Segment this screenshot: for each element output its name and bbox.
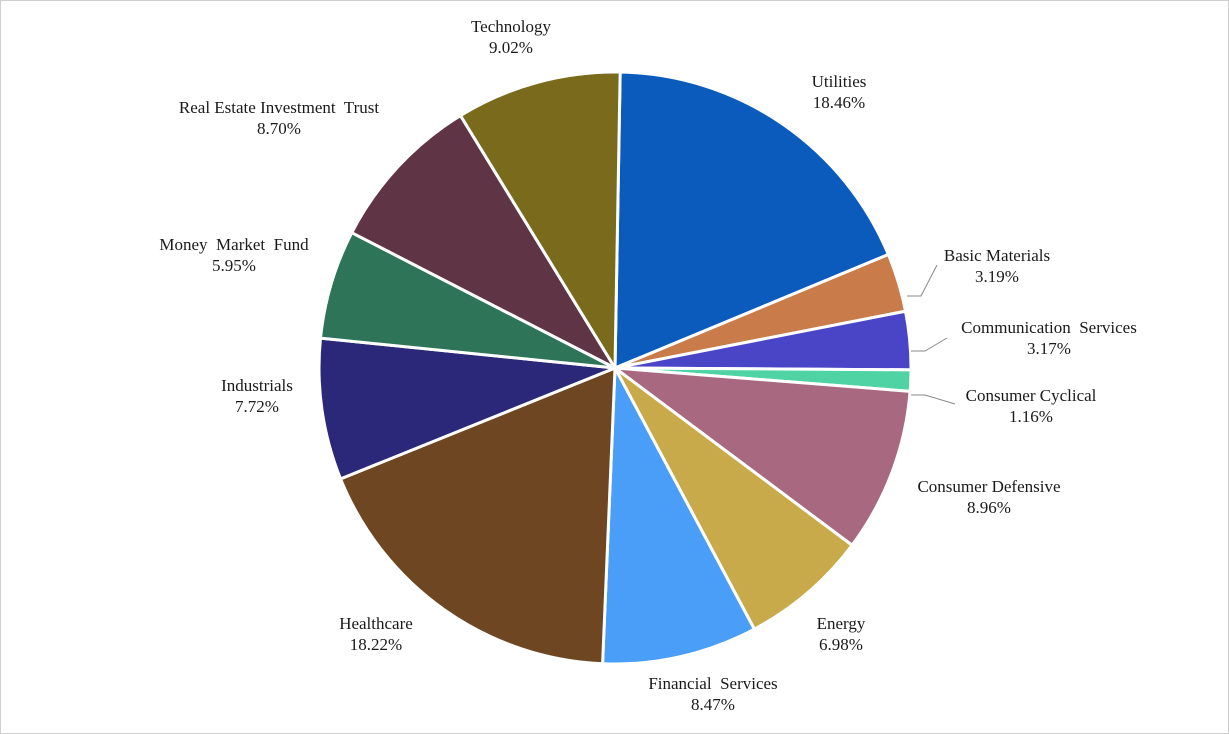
slice-value-label: 3.19% xyxy=(975,267,1019,286)
slices-group xyxy=(317,70,913,666)
slice-value-label: 3.17% xyxy=(1027,339,1071,358)
slice-value-label: 8.96% xyxy=(967,498,1011,517)
slice-name-label: Energy xyxy=(817,614,866,633)
slice-label-energy: Energy 6.98% xyxy=(817,614,866,654)
leader-lines-group xyxy=(907,264,956,405)
slice-name-label: Technology xyxy=(471,17,552,36)
pie-slice-healthcare xyxy=(338,365,617,666)
slice-name-label: Industrials xyxy=(221,376,293,395)
pie-slice-technology xyxy=(458,70,622,374)
slice-label-consumer-defensive: Consumer Defensive 8.96% xyxy=(917,477,1060,517)
pie-slice-real-estate-investment-trust xyxy=(349,113,620,372)
slice-value-label: 6.98% xyxy=(819,635,863,654)
slice-label-technology: Technology 9.02% xyxy=(471,17,552,57)
slice-value-label: 18.46% xyxy=(813,93,865,112)
pie-slice-industrials xyxy=(317,336,616,481)
pie-slice-consumer-defensive xyxy=(609,366,912,548)
slice-value-label: 5.95% xyxy=(212,256,256,275)
slice-value-label: 18.22% xyxy=(350,635,402,654)
pie-slice-energy xyxy=(613,366,855,632)
slice-label-healthcare: Healthcare 18.22% xyxy=(339,614,413,654)
slice-value-label: 9.02% xyxy=(489,38,533,57)
slice-name-label: Consumer Cyclical xyxy=(966,386,1097,405)
slice-label-industrials: Industrials 7.72% xyxy=(221,376,293,416)
leader-line-consumer-cyclical xyxy=(911,394,956,405)
slice-name-label: Financial Services xyxy=(648,674,777,693)
slice-name-label: Utilities xyxy=(812,72,867,91)
pie-slice-financial-services xyxy=(601,362,757,666)
leader-line-basic-materials xyxy=(907,264,938,297)
slice-value-label: 1.16% xyxy=(1009,407,1053,426)
slice-value-label: 8.47% xyxy=(691,695,735,714)
pie-slice-utilities xyxy=(613,70,891,371)
slice-name-label: Healthcare xyxy=(339,614,413,633)
slice-label-financial-services: Financial Services 8.47% xyxy=(648,674,777,714)
slice-label-utilities: Utilities 18.46% xyxy=(812,72,867,112)
slice-name-label: Communication Services xyxy=(961,318,1137,337)
slice-name-label: Basic Materials xyxy=(944,246,1050,265)
slice-name-label: Real Estate Investment Trust xyxy=(179,98,379,117)
slice-label-real-estate-investment-trust: Real Estate Investment Trust 8.70% xyxy=(179,98,379,138)
slice-value-label: 8.70% xyxy=(257,119,301,138)
slice-label-money-market-fund: Money Market Fund 5.95% xyxy=(159,235,309,275)
labels-group: Utilities 18.46% Basic Materials 3.19% Commu… xyxy=(159,17,1136,714)
slice-value-label: 7.72% xyxy=(235,397,279,416)
slice-label-consumer-cyclical: Consumer Cyclical 1.16% xyxy=(966,386,1097,426)
slice-name-label: Money Market Fund xyxy=(159,235,309,254)
leader-line-communication-services xyxy=(911,337,948,352)
slice-label-basic-materials: Basic Materials 3.19% xyxy=(944,246,1050,286)
slice-name-label: Consumer Defensive xyxy=(917,477,1060,496)
slice-label-communication-services: Communication Services 3.17% xyxy=(961,318,1137,358)
